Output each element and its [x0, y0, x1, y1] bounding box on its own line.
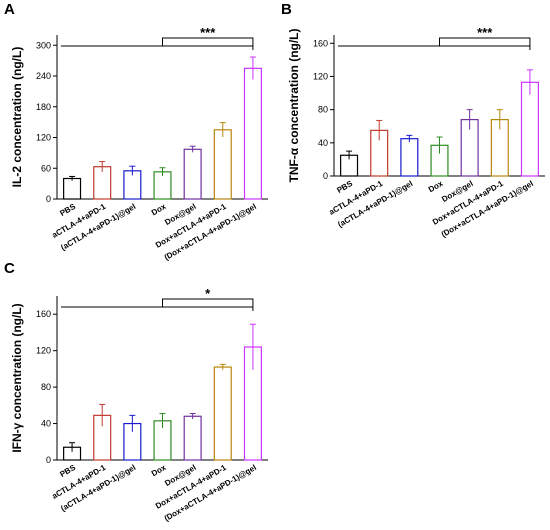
significance-label: *** [477, 25, 493, 40]
bar [213, 129, 232, 200]
panel-label: C [4, 260, 15, 277]
y-tick-label: 120 [36, 133, 51, 143]
y-axis-label: IL-2 concentration (ng/L) [10, 47, 24, 188]
bar [183, 148, 202, 200]
y-tick-label: 40 [41, 419, 51, 429]
y-tick-label: 0 [323, 171, 328, 181]
significance-bracket [439, 37, 531, 50]
panel-label: A [4, 1, 15, 18]
bar [63, 177, 82, 200]
bar [400, 138, 419, 177]
bar [213, 366, 232, 461]
y-tick-label: 0 [46, 194, 51, 204]
y-tick-label: 60 [41, 163, 51, 173]
y-tick-label: 80 [318, 105, 328, 115]
significance-bracket [162, 37, 254, 50]
x-tick-label: Dox [150, 463, 168, 479]
x-tick-label: Dox [150, 202, 168, 218]
x-tick-label: Dox [427, 179, 445, 195]
x-tick-label: PBS [58, 202, 77, 218]
y-tick-label: 0 [46, 455, 51, 465]
x-tick-label: PBS [335, 179, 354, 195]
y-tick-label: 40 [318, 138, 328, 148]
y-tick-label: 160 [313, 38, 328, 48]
panel-label: B [281, 1, 292, 18]
x-tick-label: PBS [58, 463, 77, 479]
significance-bracket [162, 298, 254, 311]
bar [243, 67, 262, 200]
y-tick-label: 120 [36, 346, 51, 356]
y-tick-label: 80 [41, 382, 51, 392]
y-tick-label: 180 [36, 102, 51, 112]
bar [183, 415, 202, 461]
significance-label: *** [200, 25, 216, 40]
y-tick-label: 160 [36, 309, 51, 319]
bar [520, 81, 539, 177]
y-tick-label: 300 [36, 40, 51, 50]
y-tick-label: 240 [36, 71, 51, 81]
y-axis-label: TNF-α concentration (ng/L) [287, 28, 301, 182]
significance-label: * [205, 286, 211, 301]
y-axis-label: IFN-γ concentration (ng/L) [10, 303, 24, 452]
y-tick-label: 120 [313, 71, 328, 81]
